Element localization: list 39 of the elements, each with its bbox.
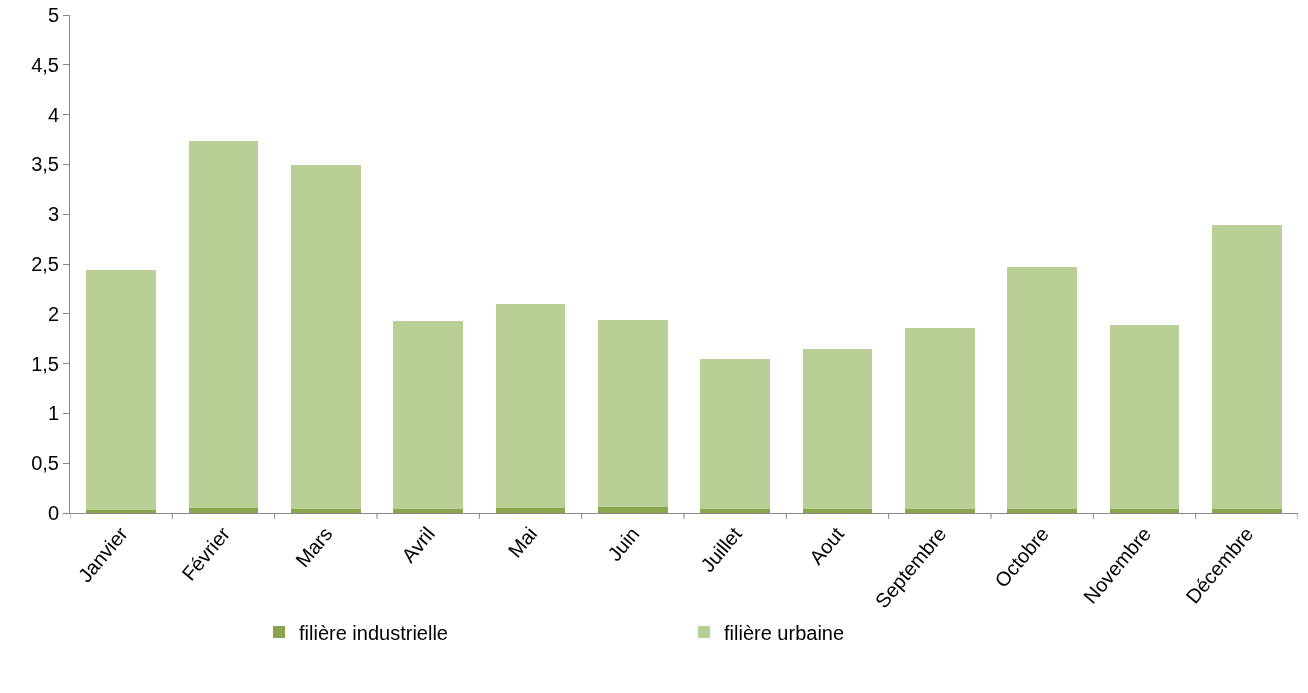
bar (802, 348, 873, 510)
bar (905, 327, 975, 510)
bar (1007, 509, 1077, 513)
y-tick-label: 4,5 (31, 53, 59, 76)
bar (495, 303, 566, 509)
bar (1109, 509, 1180, 513)
bar (700, 509, 770, 513)
y-tick-label: 2,5 (31, 253, 59, 275)
bar (495, 508, 566, 513)
bar (1212, 509, 1282, 513)
y-tick-label: 1 (47, 402, 59, 425)
x-tick-label: Mai (503, 522, 542, 562)
y-tick-label: 0,5 (31, 452, 59, 475)
y-tick-label: 2 (47, 302, 59, 325)
bar (905, 509, 975, 513)
y-tick-label: 1,5 (31, 352, 59, 375)
bar (1212, 225, 1282, 510)
bar (393, 320, 463, 510)
x-tick-label: Juin (603, 522, 644, 566)
y-tick-label: 3 (47, 203, 59, 226)
bar (86, 269, 156, 511)
y-tick-label: 5 (47, 4, 59, 26)
bar (393, 509, 463, 513)
bar (1007, 266, 1077, 510)
bar (291, 165, 361, 510)
bar (598, 507, 668, 513)
legend-label: filière urbaine (724, 621, 845, 644)
y-tick-label: 3,5 (31, 153, 59, 176)
bar (86, 510, 156, 513)
bar (700, 358, 770, 510)
y-tick-label: 0 (47, 502, 59, 524)
bar (291, 509, 361, 513)
legend-label: filière industrielle (299, 621, 448, 644)
bar (802, 509, 873, 513)
bar (598, 319, 668, 508)
bar (188, 141, 259, 509)
y-tick-label: 4 (47, 103, 59, 126)
bar (188, 508, 259, 513)
bar (1109, 324, 1180, 510)
